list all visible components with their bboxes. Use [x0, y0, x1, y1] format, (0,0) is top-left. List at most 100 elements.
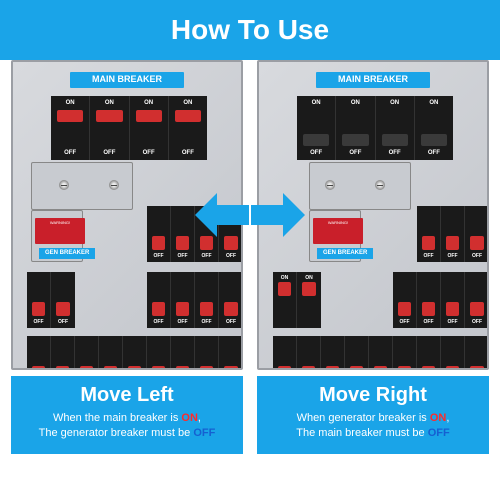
- sub-breaker-module: OFF: [219, 336, 243, 370]
- breaker-switch: [382, 134, 408, 146]
- sub-breaker-module: OFF: [219, 272, 243, 328]
- off-label: OFF: [349, 150, 361, 156]
- off-label: OFF: [472, 319, 482, 325]
- summary-title: Move Right: [261, 384, 485, 407]
- sub-breaker-module: OFF: [51, 336, 75, 370]
- breaker-switch: [200, 236, 213, 250]
- screw-icon: [59, 180, 69, 190]
- breaker-switch: [80, 366, 93, 370]
- off-label: OFF: [428, 150, 440, 156]
- summary-right: Move Right When generator breaker is ON,…: [257, 376, 489, 454]
- summary-line2: The generator breaker must be OFF: [15, 426, 239, 441]
- sub-breaker-module: OFF: [51, 272, 75, 328]
- sub-breaker-module: OFF: [99, 336, 123, 370]
- off-label: OFF: [103, 150, 115, 156]
- breaker-switch: [176, 302, 189, 316]
- on-label: ON: [429, 100, 438, 106]
- summary-row: Move Left When the main breaker is ON, T…: [0, 370, 500, 454]
- breaker-switch: [422, 236, 435, 250]
- off-label: OFF: [226, 253, 236, 259]
- main-breaker-module: ONOFF: [51, 96, 90, 160]
- sub-breaker-module: OFF: [27, 272, 51, 328]
- sub-row-bottom: OFFOFFOFFOFFOFFOFFOFFOFFOFF: [27, 336, 243, 370]
- off-label: OFF: [154, 319, 164, 325]
- screw-icon: [109, 180, 119, 190]
- sub-row-bot-right: OFF OFF OFF OFF: [393, 272, 489, 328]
- main-breaker-module: ON OFF: [415, 96, 453, 160]
- screw-icon: [325, 180, 335, 190]
- sub-breaker-module: OFF: [27, 336, 51, 370]
- breaker-switch: [200, 302, 213, 316]
- breaker-switch: [104, 366, 117, 370]
- summary-line2: The main breaker must be OFF: [261, 426, 485, 441]
- header: How To Use: [0, 0, 500, 60]
- on-keyword: ON: [181, 412, 198, 424]
- breaker-switch: [278, 282, 291, 296]
- main-breaker-label: MAIN BREAKER: [316, 72, 430, 88]
- sub-breaker-module: OFF: [465, 336, 489, 370]
- sub-breaker-module: OFF: [75, 336, 99, 370]
- sub-breaker-module: OFF: [417, 206, 441, 262]
- off-label: OFF: [226, 319, 236, 325]
- breaker-switch: [446, 302, 459, 316]
- summary-title: Move Left: [15, 384, 239, 407]
- text: The main breaker must be: [296, 427, 427, 439]
- breaker-switch: [152, 366, 165, 370]
- text: ,: [446, 412, 449, 424]
- main-breaker-block: ONOFFONOFFONOFFONOFF: [51, 96, 207, 160]
- panel-right-wrap: MAIN BREAKER ONOFFONOFFONOFFONOFF WARNIN…: [257, 60, 489, 370]
- breaker-switch: [342, 134, 368, 146]
- main-breaker-module: ON OFF: [376, 96, 415, 160]
- breaker-switch: [398, 302, 411, 316]
- sub-breaker-module: ON: [297, 272, 321, 328]
- sub-breaker-module: OFF: [369, 336, 393, 370]
- arrow-left-icon: [195, 193, 249, 237]
- gen-breaker-label: GEN BREAKER: [317, 248, 373, 259]
- off-label: OFF: [182, 150, 194, 156]
- breaker-switch: [422, 302, 435, 316]
- breaker-switch: [224, 366, 238, 370]
- text: ,: [198, 412, 201, 424]
- breaker-switch: [57, 110, 83, 122]
- breaker-switch: [136, 110, 162, 122]
- off-label: OFF: [34, 319, 44, 325]
- sub-breaker-module: OFF: [441, 336, 465, 370]
- breaker-switch: [470, 236, 484, 250]
- sub-breaker-module: ON: [273, 272, 297, 328]
- sub-row-bottom: OFFOFFOFFOFFOFFOFFOFFOFFOFF: [273, 336, 489, 370]
- breaker-switch: [302, 366, 315, 370]
- off-label: OFF: [389, 150, 401, 156]
- main-breaker-module: ONOFF: [297, 96, 336, 160]
- gen-breaker-label: GEN BREAKER: [39, 248, 95, 259]
- breaker-switch: [446, 236, 459, 250]
- off-label: OFF: [472, 253, 482, 259]
- arrow-right-icon: [251, 193, 305, 237]
- off-label: OFF: [64, 150, 76, 156]
- on-label: ON: [305, 275, 313, 281]
- breaker-switch: [152, 302, 165, 316]
- text: When generator breaker is: [297, 412, 430, 424]
- off-label: OFF: [310, 150, 322, 156]
- on-label: ON: [390, 100, 399, 106]
- sub-breaker-module: OFF: [195, 272, 219, 328]
- sub-breaker-module: OFF: [147, 272, 171, 328]
- off-label: OFF: [58, 319, 68, 325]
- sub-breaker-module: OFF: [393, 336, 417, 370]
- breaker-switch: [470, 302, 484, 316]
- off-label: OFF: [448, 319, 458, 325]
- breaker-switch: [200, 366, 213, 370]
- breaker-switch: [56, 366, 69, 370]
- breaker-switch: [224, 302, 238, 316]
- on-keyword: ON: [430, 412, 447, 424]
- sub-breaker-module: OFF: [345, 336, 369, 370]
- breaker-switch: [175, 110, 201, 122]
- off-label: OFF: [154, 253, 164, 259]
- breaker-switch: [176, 236, 189, 250]
- off-label: OFF: [424, 319, 434, 325]
- off-label: OFF: [400, 319, 410, 325]
- off-label: OFF: [202, 319, 212, 325]
- sub-breaker-module: OFF: [417, 272, 441, 328]
- breaker-switch: [176, 366, 189, 370]
- main-breaker-module: ONOFF: [130, 96, 169, 160]
- gen-breaker-row: ON ON: [273, 272, 321, 328]
